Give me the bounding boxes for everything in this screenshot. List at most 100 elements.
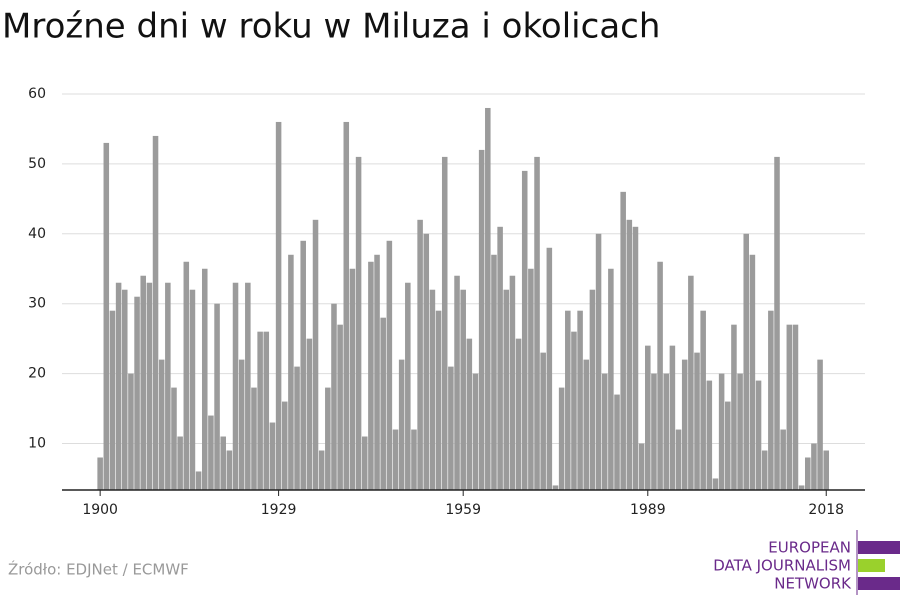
bar xyxy=(312,219,319,491)
bar xyxy=(552,485,559,490)
bar xyxy=(195,471,202,490)
bar xyxy=(429,289,436,490)
bar xyxy=(521,170,528,490)
bar xyxy=(201,268,208,490)
bar xyxy=(595,233,602,490)
bar xyxy=(128,373,134,490)
bar xyxy=(657,261,663,490)
bar xyxy=(398,359,405,490)
bar xyxy=(565,310,571,490)
bar xyxy=(281,401,288,490)
bar xyxy=(183,261,190,490)
bar xyxy=(577,310,583,490)
bar xyxy=(171,387,177,490)
y-tick-label: 50 xyxy=(28,156,46,172)
bar xyxy=(269,422,276,490)
bar xyxy=(165,282,171,490)
bar xyxy=(435,310,442,490)
bar xyxy=(380,317,386,490)
bar xyxy=(275,121,282,491)
y-tick-label: 30 xyxy=(28,296,46,312)
y-tick-label: 20 xyxy=(28,366,46,382)
bar xyxy=(608,268,614,490)
bar xyxy=(177,436,183,490)
bar xyxy=(331,303,337,490)
bar xyxy=(540,352,546,490)
logo-bar xyxy=(858,541,900,554)
bar xyxy=(158,359,165,490)
bar xyxy=(675,429,682,490)
bar xyxy=(232,282,239,490)
bar xyxy=(731,324,737,490)
logo-text: DATA JOURNALISM xyxy=(713,557,851,575)
bar xyxy=(558,387,565,490)
bar xyxy=(294,366,300,490)
bar xyxy=(571,331,577,490)
bar xyxy=(681,359,688,490)
chart-title: Mroźne dni w roku w Miluza i okolicach xyxy=(2,7,660,47)
bar xyxy=(811,443,817,490)
bar xyxy=(454,275,460,490)
bar xyxy=(737,373,743,490)
bar xyxy=(109,310,116,490)
bar xyxy=(614,394,620,490)
bar xyxy=(472,373,479,490)
bar xyxy=(103,142,110,491)
bar xyxy=(645,345,651,490)
bar xyxy=(441,156,448,490)
bar xyxy=(245,282,251,490)
bar xyxy=(121,289,128,490)
bar xyxy=(528,268,534,490)
bar xyxy=(749,254,756,490)
bar xyxy=(349,268,356,490)
bar xyxy=(780,429,786,490)
logo-text: EUROPEAN xyxy=(768,539,851,557)
bar xyxy=(355,156,362,490)
bar xyxy=(374,254,380,490)
bar xyxy=(694,352,700,490)
bar xyxy=(478,149,485,490)
bar xyxy=(257,331,263,490)
bar xyxy=(238,359,245,490)
bar xyxy=(134,296,140,490)
bar xyxy=(583,359,590,490)
bar xyxy=(386,240,393,490)
bar xyxy=(288,254,294,490)
bar xyxy=(805,457,811,490)
bar xyxy=(140,275,146,490)
bar xyxy=(466,338,473,490)
bar xyxy=(688,275,694,490)
bar xyxy=(774,156,780,490)
bar xyxy=(509,275,516,490)
bar xyxy=(761,450,768,490)
bar xyxy=(534,156,540,490)
bar xyxy=(638,443,645,490)
bar xyxy=(392,429,399,490)
x-tick-label: 1959 xyxy=(445,502,481,518)
logo-bar xyxy=(858,559,885,572)
bar xyxy=(817,359,823,490)
bar xyxy=(589,289,596,490)
bar xyxy=(491,254,497,490)
bar xyxy=(337,324,343,490)
bar xyxy=(718,373,725,490)
bar xyxy=(743,233,750,490)
x-tick-label: 1929 xyxy=(261,502,297,518)
bar xyxy=(97,457,103,490)
x-tick-label: 2018 xyxy=(808,502,844,518)
x-tick-label: 1989 xyxy=(630,502,666,518)
bar xyxy=(669,345,676,490)
x-tick-label: 1900 xyxy=(82,502,118,518)
bar xyxy=(226,450,233,490)
logo-text: NETWORK xyxy=(774,575,852,593)
bar xyxy=(497,226,503,490)
bar xyxy=(485,107,491,490)
bar xyxy=(423,233,430,490)
bar xyxy=(306,338,313,490)
bar xyxy=(115,282,122,490)
y-tick-label: 60 xyxy=(28,86,46,102)
bar xyxy=(251,387,257,490)
bar xyxy=(768,310,774,490)
bar xyxy=(220,436,226,490)
